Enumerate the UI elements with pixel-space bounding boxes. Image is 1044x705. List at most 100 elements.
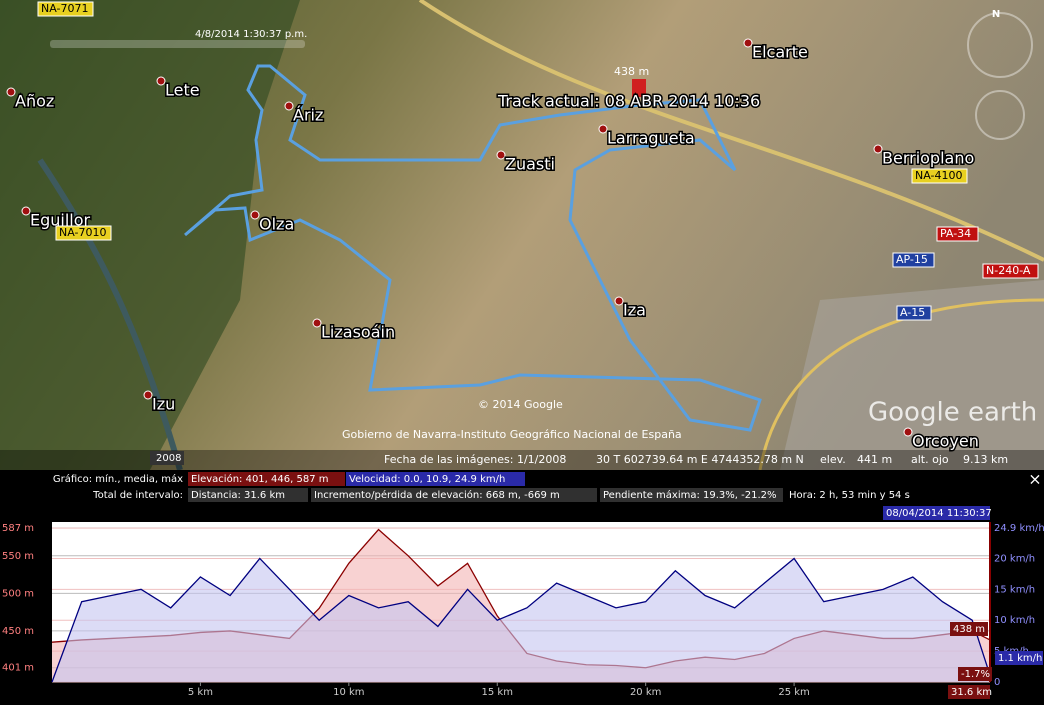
road-label: NA-7010 — [59, 226, 106, 239]
y2-tick-label: 20 km/h — [994, 553, 1035, 564]
place-label: Izu — [152, 395, 175, 414]
area-fill — [52, 558, 990, 682]
stat-box — [600, 488, 783, 502]
road-label: PA-34 — [940, 227, 971, 240]
y2-tick-label: 0 — [994, 677, 1000, 688]
stat-box — [188, 488, 308, 502]
status-bar — [0, 450, 1044, 470]
place-pin — [873, 144, 883, 154]
status-text: elev. — [820, 453, 846, 466]
road-shield — [37, 1, 94, 17]
navigation-control[interactable] — [967, 12, 1033, 78]
stat-box — [311, 488, 597, 502]
road-label: NA-4100 — [915, 169, 962, 182]
y-tick-label: 500 m — [2, 588, 34, 599]
y2-tick-label: 15 km/h — [994, 584, 1035, 595]
track-marker — [632, 79, 646, 97]
place-label: Larragueta — [607, 129, 695, 148]
cursor-value: 1.1 km/h — [998, 653, 1042, 664]
place-label: Lete — [165, 81, 200, 100]
marker-elevation: 438 m — [614, 65, 649, 78]
y-tick-label: 550 m — [2, 551, 34, 562]
google-earth-logo: Google earth — [868, 398, 1037, 428]
place-label: Berrioplano — [882, 149, 974, 168]
road-shield — [896, 305, 932, 321]
highway — [758, 298, 1044, 471]
place-pin — [743, 38, 753, 48]
cursor-value: -1.7% — [961, 669, 990, 680]
stats-label: Gráfico: mín., media, máx — [53, 473, 183, 485]
stat-value: Incremento/pérdida de elevación: 668 m, … — [314, 489, 560, 501]
place-pin — [250, 210, 260, 220]
road-shield — [892, 252, 935, 268]
cursor-value: 08/04/2014 11:30:37 — [886, 508, 992, 519]
x-tick-label: 5 km — [188, 687, 213, 698]
river — [37, 158, 183, 471]
place-label: Iza — [623, 301, 646, 320]
stats-label: Total de intervalo: — [92, 490, 183, 501]
cursor-badge — [958, 667, 992, 681]
y2-tick-label: 10 km/h — [994, 615, 1035, 626]
stat-value: Elevación: 401, 446, 587 m — [191, 473, 328, 485]
cursor-value: 438 m — [953, 624, 985, 635]
place-pin — [903, 427, 913, 437]
history-badge[interactable] — [150, 451, 184, 465]
x-tick-label: 15 km — [482, 687, 513, 698]
time-slider[interactable] — [50, 40, 305, 48]
stat-value: Distancia: 31.6 km — [191, 490, 285, 501]
status-text: 30 T 602739.64 m E 4744352.78 m N — [596, 453, 804, 466]
stat-value: Pendiente máxima: 19.3%, -21.2% — [603, 489, 777, 501]
look-control[interactable] — [975, 90, 1025, 140]
stat-box — [786, 488, 966, 502]
place-pin — [143, 390, 153, 400]
status-text: alt. ojo — [911, 453, 949, 466]
place-label: Áriz — [293, 106, 323, 125]
y-tick-label: 401 m — [2, 663, 34, 674]
forest — [0, 0, 300, 470]
highway — [418, 0, 1044, 262]
place-pin — [284, 101, 294, 111]
attribution: Gobierno de Navarra-Instituto Geográfico… — [342, 428, 682, 441]
history-year: 2008 — [156, 453, 181, 464]
place-label: Lizasoáin — [321, 323, 395, 342]
stat-box — [346, 472, 525, 486]
place-label: Olza — [259, 215, 294, 234]
status-text: Fecha de las imágenes: 1/1/2008 — [384, 453, 566, 466]
cursor-badge — [950, 622, 988, 636]
place-label: Añoz — [15, 92, 54, 111]
industrial-area — [780, 280, 1044, 470]
place-pin — [312, 318, 322, 328]
cursor-badge — [995, 651, 1043, 665]
road-label: A-15 — [900, 306, 925, 319]
close-button[interactable]: × — [1028, 470, 1041, 489]
place-pin — [496, 150, 506, 160]
gps-track — [184, 64, 762, 432]
x-tick-label: 10 km — [333, 687, 364, 698]
y2-tick-label: 24.9 km/h — [994, 523, 1044, 534]
compass-north: N — [992, 9, 1000, 20]
status-text: 9.13 km — [963, 453, 1008, 466]
place-pin — [21, 206, 31, 216]
place-pin — [6, 87, 16, 97]
map-view[interactable] — [0, 0, 1044, 471]
place-pin — [614, 296, 624, 306]
place-pin — [156, 76, 166, 86]
road-label: N-240-A — [986, 264, 1031, 277]
x-tick-label: 20 km — [630, 687, 661, 698]
road-shield — [55, 225, 112, 241]
road-shield — [982, 263, 1039, 279]
slider-time: 4/8/2014 1:30:37 p.m. — [195, 29, 307, 40]
stat-box — [188, 472, 345, 486]
track-label: Track actual: 08 ABR 2014 10:36 — [497, 92, 760, 111]
road-label: AP-15 — [896, 253, 928, 266]
cursor-badge — [948, 685, 990, 699]
y-tick-label: 450 m — [2, 626, 34, 637]
place-label: Zuasti — [505, 155, 555, 174]
y-tick-label: 587 m — [2, 523, 34, 534]
x-tick-label: 25 km — [778, 687, 809, 698]
stat-value: Hora: 2 h, 53 min y 54 s — [789, 490, 910, 501]
series-line — [51, 557, 991, 683]
place-pin — [598, 124, 608, 134]
